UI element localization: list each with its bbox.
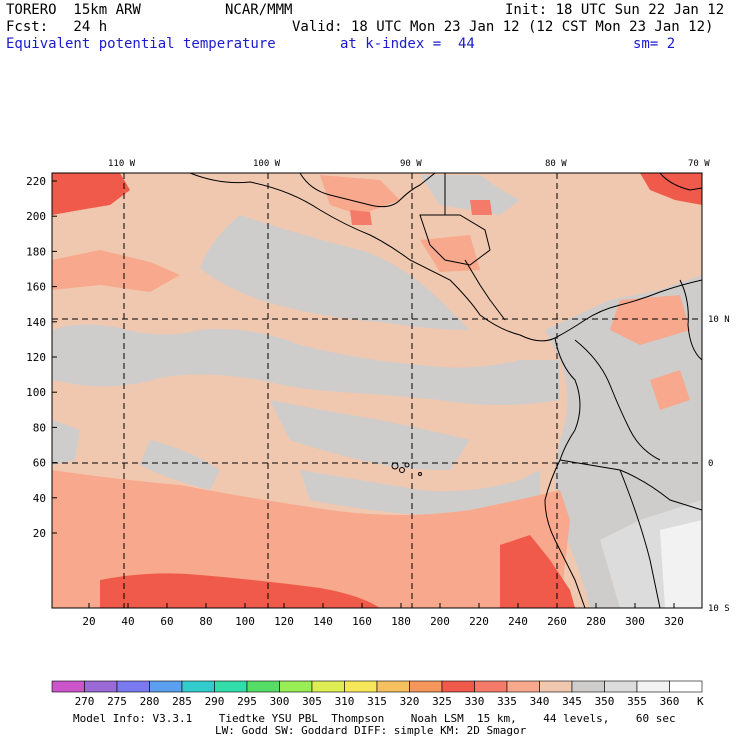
- colorbar-unit: K: [697, 695, 704, 708]
- colorbar-label: 305: [302, 695, 322, 708]
- x-tick-label: 180: [391, 615, 411, 628]
- colorbar-swatch: [214, 680, 248, 693]
- init-time: Init: 18 UTC Sun 22 Jan 12: [505, 2, 725, 18]
- colorbar-swatch: [279, 680, 313, 693]
- colorbar-label: 330: [465, 695, 485, 708]
- x-tick-label: 80: [199, 615, 212, 628]
- x-tick-label: 220: [469, 615, 489, 628]
- y-axis: 220 200 180 160 140 120 100 80 60 40 20: [26, 175, 57, 540]
- colorbar-label: 270: [75, 695, 95, 708]
- coastlines: [189, 173, 702, 608]
- colorbar-label: 280: [140, 695, 160, 708]
- x-tick-label: 140: [313, 615, 333, 628]
- colorbar-label: 295: [237, 695, 257, 708]
- colorbar-label: 335: [497, 695, 517, 708]
- lon-label-90w: 90 W: [400, 159, 422, 169]
- colorbar-swatch: [376, 680, 410, 693]
- y-tick-label: 160: [26, 281, 46, 294]
- colorbar-label: 285: [172, 695, 192, 708]
- x-tick-label: 300: [625, 615, 645, 628]
- lat-label-10s: 10 S: [708, 604, 730, 614]
- graticule: [52, 173, 702, 608]
- y-tick-label: 220: [26, 175, 46, 188]
- y-tick-label: 60: [33, 457, 46, 470]
- lon-label-100w: 100 W: [253, 159, 281, 169]
- y-tick-label: 140: [26, 316, 46, 329]
- colorbar-swatch: [116, 680, 150, 693]
- colorbar-label: 320: [400, 695, 420, 708]
- y-tick-label: 120: [26, 351, 46, 364]
- colorbar-swatch: [636, 680, 670, 693]
- x-tick-label: 280: [586, 615, 606, 628]
- y-tick-label: 180: [26, 245, 46, 258]
- x-tick-label: 320: [664, 615, 684, 628]
- colorbar-swatch: [604, 680, 638, 693]
- colorbar-swatch: [181, 680, 215, 693]
- x-tick-label: 20: [82, 615, 95, 628]
- level-label: at k-index = 44: [340, 36, 475, 52]
- colorbar-swatch: [669, 680, 703, 693]
- colorbar: 270 275 280 285 290 295 300 305 310 315 320 325 330 3…: [51, 680, 703, 708]
- lon-label-110w: 110 W: [108, 159, 136, 169]
- colorbar-label: 325: [432, 695, 452, 708]
- colorbar-label: 355: [627, 695, 647, 708]
- smoothing-label: sm= 2: [633, 36, 676, 52]
- colorbar-label: 350: [595, 695, 615, 708]
- y-tick-label: 80: [33, 421, 46, 434]
- colorbar-swatch: [539, 680, 573, 693]
- field-name: Equivalent potential temperature: [6, 36, 276, 52]
- temperature-field: [52, 173, 702, 608]
- colorbar-swatch: [149, 680, 183, 693]
- colorbar-swatch: [506, 680, 540, 693]
- y-tick-label: 200: [26, 210, 46, 223]
- forecast-hour: Fcst: 24 h: [6, 19, 108, 35]
- model-info-line: Model Info: V3.3.1 Tiedtke YSU PBL Thomp…: [73, 712, 676, 725]
- valid-time: Valid: 18 UTC Mon 23 Jan 12 (12 CST Mon …: [292, 19, 714, 35]
- map-frame: [51, 172, 703, 609]
- colorbar-swatch: [51, 680, 85, 693]
- colorbar-swatch: [311, 680, 345, 693]
- colorbar-swatch: [571, 680, 605, 693]
- colorbar-label: 360: [660, 695, 680, 708]
- colorbar-label: 345: [562, 695, 582, 708]
- colorbar-swatch: [344, 680, 378, 693]
- colorbar-swatch: [84, 680, 118, 693]
- colorbar-swatch: [246, 680, 280, 693]
- x-tick-label: 200: [430, 615, 450, 628]
- y-tick-label: 20: [33, 527, 46, 540]
- x-tick-label: 60: [160, 615, 173, 628]
- colorbar-label: 290: [205, 695, 225, 708]
- model-title: TORERO 15km ARW: [6, 2, 141, 18]
- colorbar-swatch: [474, 680, 508, 693]
- x-tick-label: 120: [274, 615, 294, 628]
- colorbar-swatch: [409, 680, 443, 693]
- colorbar-label: 275: [107, 695, 127, 708]
- lat-label-10n: 10 N: [708, 315, 730, 325]
- colorbar-label: 310: [335, 695, 355, 708]
- y-tick-label: 100: [26, 386, 46, 399]
- colorbar-swatch: [441, 680, 475, 693]
- lon-label-70w: 70 W: [688, 159, 710, 169]
- physics-info-line: LW: Godd SW: Goddard DIFF: simple KM: 2D…: [215, 724, 527, 737]
- x-tick-label: 160: [352, 615, 372, 628]
- x-axis: 20 40 60 80 100 120 140 160 180 200 220 240 260 280 30…: [82, 603, 684, 628]
- lat-label-0: 0: [708, 459, 713, 469]
- x-tick-label: 260: [547, 615, 567, 628]
- x-tick-label: 100: [235, 615, 255, 628]
- x-tick-label: 40: [121, 615, 134, 628]
- lon-label-80w: 80 W: [545, 159, 567, 169]
- colorbar-label: 340: [530, 695, 550, 708]
- x-tick-label: 240: [508, 615, 528, 628]
- y-tick-label: 40: [33, 492, 46, 505]
- colorbar-label: 315: [367, 695, 387, 708]
- colorbar-label: 300: [270, 695, 290, 708]
- org-label: NCAR/MMM: [225, 2, 293, 18]
